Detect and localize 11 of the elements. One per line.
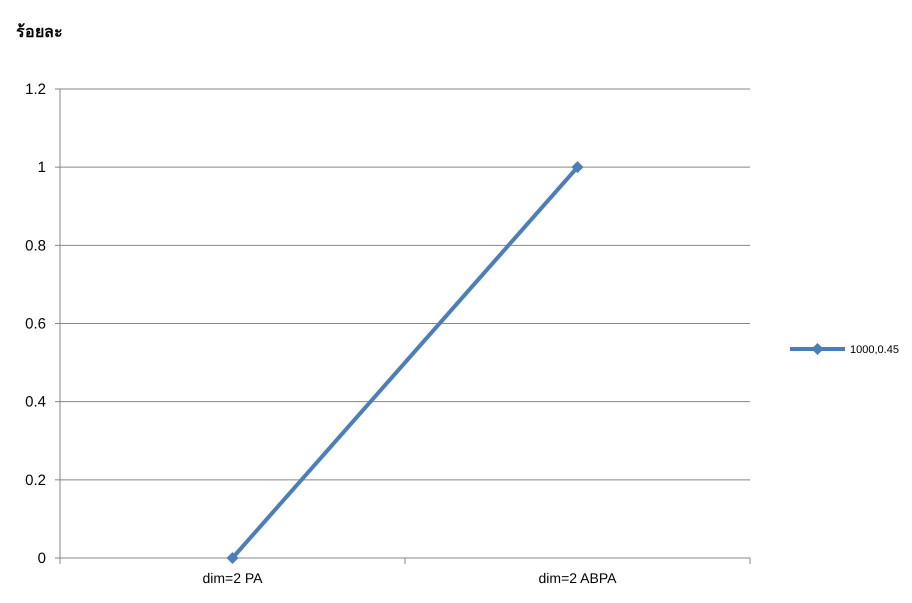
y-tick-label: 0.2 (25, 472, 46, 489)
y-tick-label: 0.6 (25, 316, 46, 332)
y-tick-label: 0 (38, 550, 46, 567)
y-tick-label: 1.2 (25, 81, 46, 98)
x-tick-label: dim=2 PA (202, 570, 264, 586)
legend-label: 1000,0.45 (850, 344, 899, 356)
x-tick-label: dim=2 ABPA (538, 570, 618, 586)
y-tick-label: 1 (38, 159, 46, 176)
y-tick-label: 0.4 (25, 394, 46, 411)
y-axis-title: ร้อยละ (16, 23, 63, 41)
y-tick-label: 0.8 (25, 237, 46, 254)
